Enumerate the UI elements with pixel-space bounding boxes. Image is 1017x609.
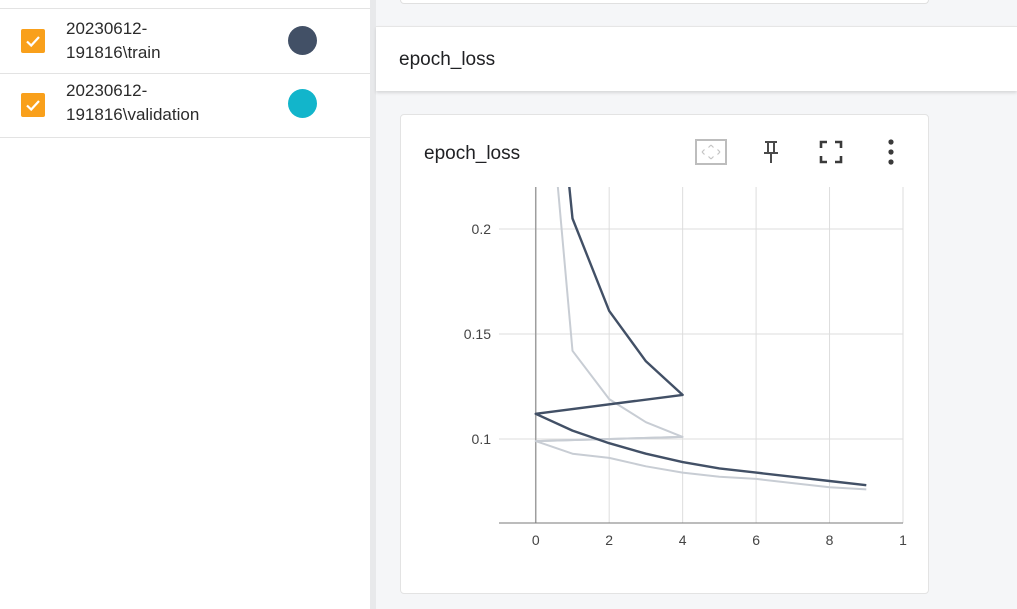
fullscreen-icon xyxy=(819,140,843,164)
y-tick-label: 0.1 xyxy=(472,431,492,447)
previous-card-edge xyxy=(400,0,929,4)
raw-loss-line xyxy=(534,187,867,491)
x-tick-label: 2 xyxy=(605,532,613,548)
run-name-validation: 20230612- 191816\validation xyxy=(66,81,200,124)
run-row-train[interactable]: 20230612- 191816\train xyxy=(0,8,370,74)
pin-icon xyxy=(764,141,778,163)
run-color-swatch-train[interactable] xyxy=(288,26,317,55)
tag-group-title: epoch_loss xyxy=(399,49,496,70)
run-checkbox-train[interactable] xyxy=(21,29,45,53)
more-vert-icon xyxy=(888,139,894,165)
x-tick-label: 0 xyxy=(532,532,540,548)
checkmark-icon xyxy=(21,93,45,117)
x-tick-label: 1 xyxy=(899,532,907,548)
fit-to-data-icon xyxy=(695,139,727,165)
run-row-validation[interactable]: 20230612- 191816\validation xyxy=(0,73,370,138)
x-tick-label: 8 xyxy=(826,532,834,548)
pin-button[interactable] xyxy=(754,137,788,167)
run-checkbox-validation[interactable] xyxy=(21,93,45,117)
more-options-button[interactable] xyxy=(874,137,908,167)
chart-card-title: epoch_loss xyxy=(424,143,521,164)
run-name-train: 20230612- 191816\train xyxy=(66,19,161,62)
scalar-chart-card: epoch_loss 0 2 4 6 8 1 0.2 0.15 0.1 xyxy=(400,114,929,594)
fullscreen-button[interactable] xyxy=(814,137,848,167)
tag-group-header: epoch_loss xyxy=(376,26,1017,91)
fit-to-data-button[interactable] xyxy=(694,137,728,167)
loss-line-chart[interactable]: 0 2 4 6 8 1 0.2 0.15 0.1 xyxy=(401,115,928,593)
y-tick-label: 0.15 xyxy=(464,326,491,342)
train-smoothed-line xyxy=(534,187,867,487)
x-tick-label: 6 xyxy=(752,532,760,548)
checkmark-icon xyxy=(21,29,45,53)
x-tick-label: 4 xyxy=(679,532,687,548)
y-tick-label: 0.2 xyxy=(472,221,492,237)
run-color-swatch-validation[interactable] xyxy=(288,89,317,118)
raw-validation-line xyxy=(535,435,683,443)
sidebar-resize-handle[interactable] xyxy=(370,0,376,609)
runs-sidebar: 20230612- 191816\train 20230612- 191816\… xyxy=(0,0,371,609)
